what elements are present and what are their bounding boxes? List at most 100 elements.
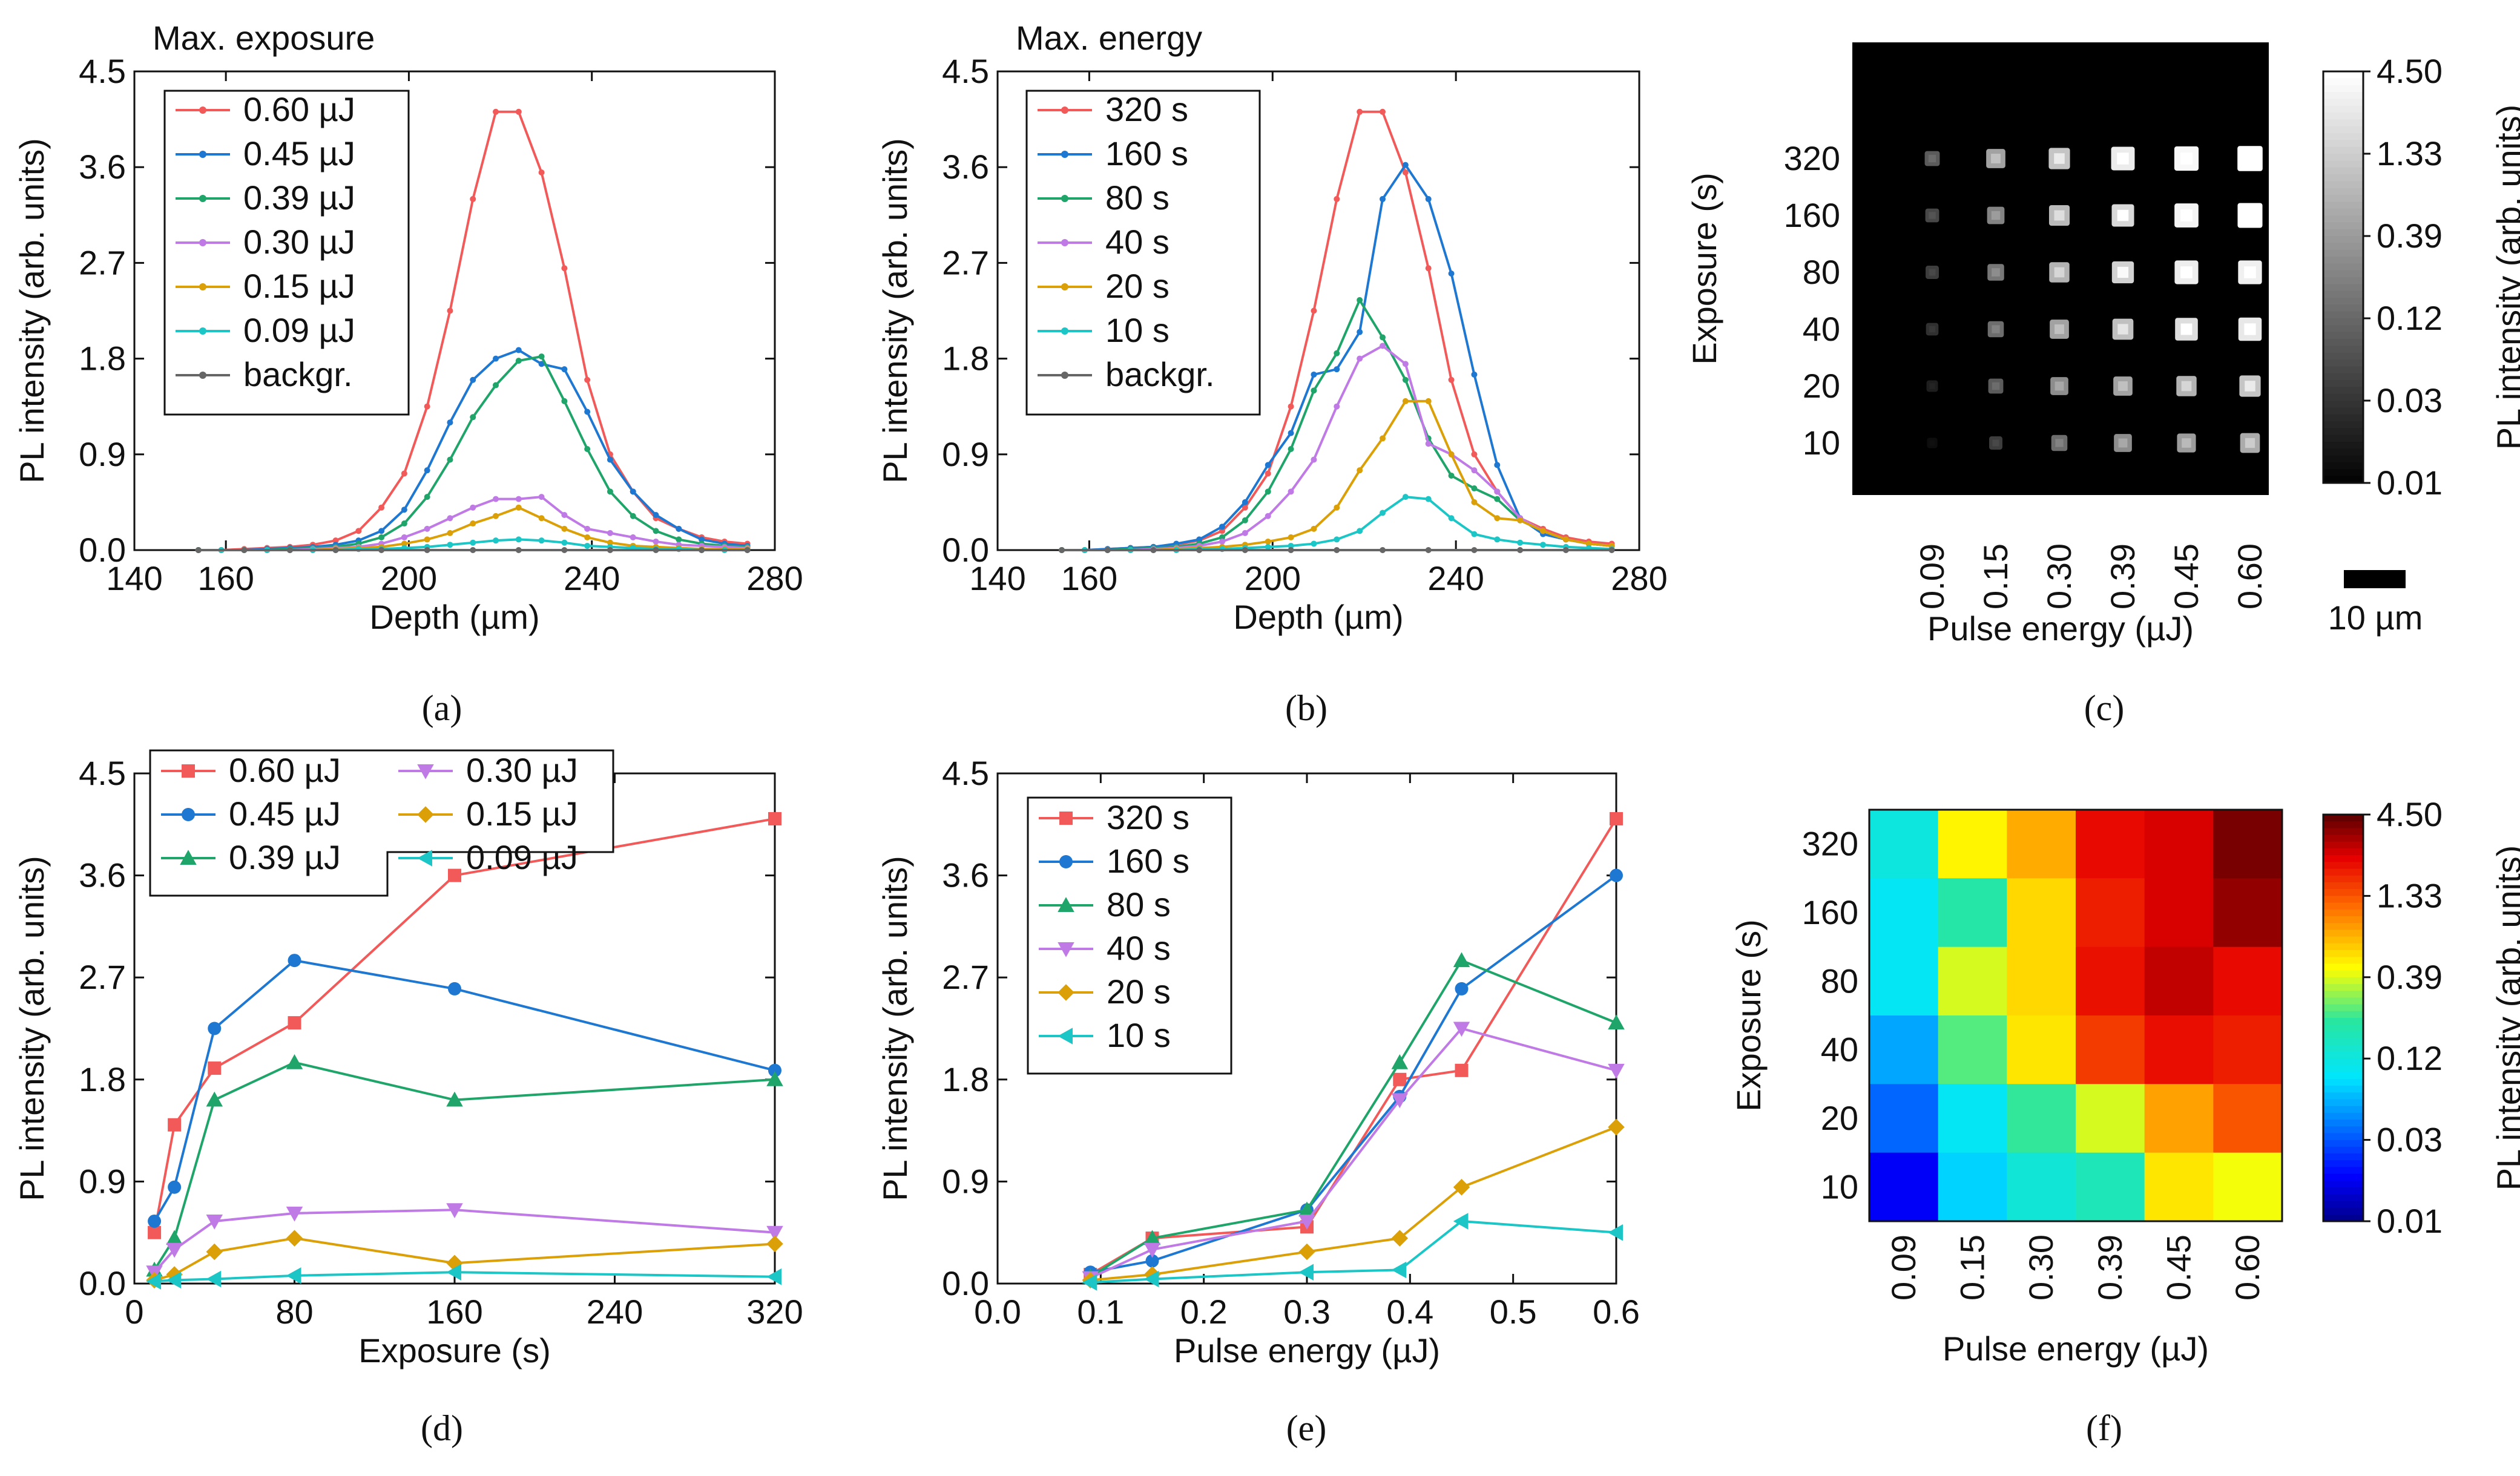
- data-point: [538, 515, 545, 522]
- data-point: [607, 488, 613, 495]
- x-tick-label: 0.5: [1490, 1293, 1537, 1331]
- legend-marker: [1061, 283, 1068, 290]
- data-point: [1380, 510, 1386, 516]
- chart-title: Max. exposure: [153, 19, 375, 57]
- data-point: [1334, 350, 1340, 356]
- data-point: [401, 540, 407, 547]
- data-point: [447, 515, 453, 522]
- pl-spot-core: [2180, 323, 2193, 335]
- colorbar-segment: [2323, 325, 2363, 333]
- colorbar-segment: [2323, 352, 2363, 360]
- colorbar-tick-label: 0.39: [2377, 217, 2443, 255]
- legend-marker: [199, 372, 206, 379]
- data-point: [446, 1264, 461, 1281]
- data-point: [630, 488, 636, 495]
- heatmap-cell: [2213, 1084, 2283, 1153]
- data-point: [1059, 812, 1073, 825]
- y-tick-label: 160: [1784, 196, 1840, 234]
- series-line: [154, 1237, 775, 1282]
- heatmap-cell: [1869, 1084, 1939, 1153]
- data-point: [1288, 542, 1294, 549]
- data-point: [424, 494, 430, 500]
- data-point: [424, 403, 430, 410]
- x-tick-label: 0.3: [1283, 1293, 1331, 1331]
- colorbar-segment: [2323, 133, 2363, 141]
- data-point: [1391, 1230, 1409, 1247]
- data-point: [146, 1273, 162, 1290]
- colorbar-segment: [2323, 208, 2363, 216]
- legend: 0.60 µJ 0.45 µJ 0.39 µJ 0.30 µJ 0.15 µJ 0.09 …: [149, 749, 614, 897]
- data-point: [676, 525, 682, 532]
- data-point: [1357, 108, 1363, 115]
- pl-spot-core: [2180, 209, 2193, 221]
- data-point: [166, 1230, 183, 1245]
- data-point: [1082, 1274, 1097, 1291]
- data-point: [1402, 162, 1409, 168]
- data-point: [448, 982, 461, 995]
- colorbar-tick-label: 0.03: [2377, 1121, 2443, 1159]
- chart-title: Max. energy: [1016, 19, 1202, 57]
- colorbar-segment: [2323, 1120, 2363, 1127]
- y-tick-label: 0.0: [79, 1264, 126, 1302]
- data-point: [1265, 538, 1271, 545]
- legend-marker: [1061, 239, 1068, 246]
- data-point: [1425, 496, 1432, 502]
- legend-label: 0.45 µJ: [243, 134, 355, 172]
- pl-spot-core: [1929, 269, 1936, 276]
- x-tick-label: 0.60: [2228, 1235, 2266, 1301]
- colorbar-segment: [2323, 1112, 2363, 1120]
- colorbar-segment: [2323, 1092, 2363, 1100]
- data-point: [1265, 470, 1271, 477]
- legend-marker: [1061, 107, 1068, 114]
- data-point: [1471, 531, 1478, 537]
- data-point: [561, 539, 568, 546]
- colorbar-segment: [2323, 346, 2363, 353]
- data-point: [1471, 371, 1478, 378]
- data-point: [584, 408, 591, 415]
- series-line: [153, 1209, 775, 1273]
- x-tick-label: 160: [1061, 559, 1117, 597]
- y-tick-label: 3.6: [942, 148, 989, 186]
- data-point: [1311, 525, 1317, 532]
- data-point: [288, 1016, 301, 1030]
- data-point: [195, 547, 202, 553]
- colorbar-segment: [2323, 154, 2363, 162]
- series-line: [1090, 1219, 1617, 1284]
- legend-marker: [1061, 195, 1068, 202]
- pl-spot-core: [2244, 266, 2256, 278]
- colorbar-segment: [2323, 1011, 2363, 1018]
- data-point: [1288, 446, 1294, 453]
- legend-label: 0.60 µJ: [243, 90, 355, 128]
- x-tick-label: 0.15: [1953, 1235, 1992, 1301]
- data-point: [1311, 456, 1317, 463]
- pl-spot-core: [2054, 381, 2064, 391]
- y-tick-label: 40: [1803, 310, 1840, 348]
- data-point: [1334, 195, 1340, 202]
- colorbar-segment: [2323, 970, 2363, 978]
- colorbar-segment: [2323, 1214, 2363, 1222]
- pl-spot-core: [2245, 438, 2255, 448]
- data-point: [515, 504, 522, 511]
- y-tick-label: 4.5: [942, 754, 989, 792]
- colorbar-segment: [2323, 875, 2363, 883]
- data-point: [653, 511, 659, 518]
- heatmap-cell: [2076, 1084, 2145, 1153]
- x-tick-label: 320: [746, 1293, 803, 1331]
- colorbar-segment: [2323, 257, 2363, 264]
- colorbar-segment: [2323, 882, 2363, 890]
- y-tick-label: 0.9: [79, 1162, 126, 1200]
- data-point: [470, 520, 476, 527]
- chart-e: 0.0 0.9 1.8 2.7 3.6 4.5 0.0 0.1 0.2 0.3 0.4 0.5 0.6 P…: [876, 754, 1640, 1369]
- data-point: [1402, 169, 1409, 175]
- pl-spot-core: [2181, 381, 2192, 392]
- legend-label: backgr.: [1105, 355, 1215, 393]
- data-point: [1448, 376, 1455, 383]
- colorbar-segment: [2323, 469, 2363, 477]
- colorbar-segment: [2323, 401, 2363, 408]
- legend-label: 320 s: [1107, 798, 1189, 836]
- y-tick-label: 0.9: [79, 435, 126, 473]
- colorbar-segment: [2323, 1078, 2363, 1086]
- colorbar-segment: [2323, 1025, 2363, 1032]
- data-point: [208, 1022, 222, 1035]
